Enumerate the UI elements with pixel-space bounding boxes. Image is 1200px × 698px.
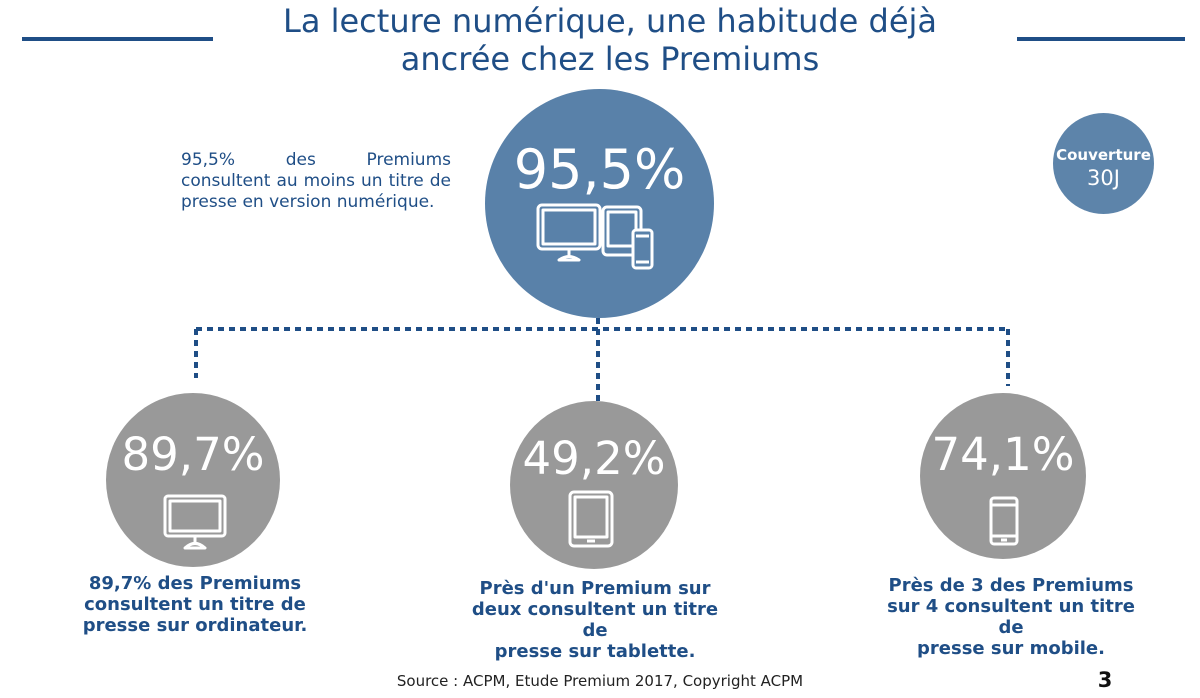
page-title: La lecture numérique, une habitude déjà …: [225, 2, 995, 78]
tablet-caption: Près d'un Premium sur deux consultent un…: [460, 578, 730, 662]
source-footnote: Source : ACPM, Etude Premium 2017, Copyr…: [396, 672, 804, 690]
computer-percentage: 89,7%: [121, 428, 265, 481]
tablet-icon: [568, 490, 614, 548]
tablet-percentage: 49,2%: [522, 432, 666, 485]
devices-icon: [536, 203, 654, 270]
smartphone-percentage: 74,1%: [931, 428, 1075, 481]
title-rule-left: [22, 37, 213, 41]
caption-line: Près d'un Premium sur: [479, 578, 711, 599]
caption-line: presse sur mobile.: [917, 638, 1105, 659]
coverage-value: 30J: [1087, 166, 1120, 190]
intro-text: 95,5% des Premiums consultent au moins u…: [181, 150, 451, 212]
smartphone-circle: [920, 393, 1086, 559]
coverage-label: Couverture: [1056, 146, 1151, 164]
main-circle: [485, 89, 714, 318]
title-line-1: La lecture numérique, une habitude déjà: [282, 2, 938, 40]
caption-line: consultent un titre de: [84, 594, 306, 615]
caption-line: presse sur ordinateur.: [82, 615, 308, 636]
caption-line: 89,7% des Premiums: [88, 573, 302, 594]
page-number: 3: [1097, 668, 1113, 692]
title-line-2: ancrée chez les Premiums: [400, 40, 820, 78]
smartphone-icon: [989, 496, 1019, 546]
computer-monitor-icon: [163, 494, 227, 550]
caption-line: deux consultent un titre de: [471, 599, 719, 641]
computer-caption: 89,7% des Premiums consultent un titre d…: [60, 573, 330, 636]
main-percentage: 95,5%: [513, 138, 686, 201]
caption-line: sur 4 consultent un titre de: [887, 596, 1135, 638]
caption-line: Près de 3 des Premiums: [888, 575, 1134, 596]
smartphone-caption: Près de 3 des Premiums sur 4 consultent …: [876, 575, 1146, 659]
computer-circle: [106, 393, 280, 567]
coverage-badge: [1053, 113, 1154, 214]
caption-line: presse sur tablette.: [494, 641, 696, 662]
title-rule-right: [1017, 37, 1185, 41]
